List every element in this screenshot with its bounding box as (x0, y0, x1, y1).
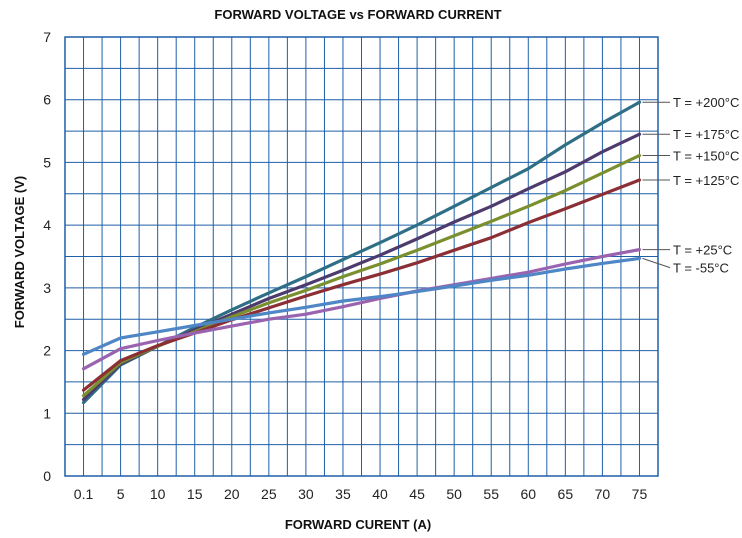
x-tick-label: 65 (558, 486, 574, 502)
y-tick-label: 5 (43, 154, 51, 170)
x-tick-label: 70 (595, 486, 611, 502)
x-tick-label: 10 (150, 486, 166, 502)
x-tick-label: 60 (520, 486, 536, 502)
chart-title: FORWARD VOLTAGE vs FORWARD CURRENT (214, 7, 501, 22)
series-label-3: T = +125°C (673, 173, 739, 188)
x-tick-label: 50 (446, 486, 462, 502)
series-line-3 (81, 178, 642, 392)
y-axis-ticks: 0 1 2 3 4 5 6 7 (43, 29, 51, 484)
y-axis-title: FORWARD VOLTAGE (V) (12, 176, 27, 328)
series-label-4: T = +25°C (673, 243, 732, 258)
x-tick-label: 5 (117, 486, 125, 502)
series-line-4 (81, 248, 642, 371)
series-label-0: T = +200°C (673, 95, 739, 110)
y-tick-label: 0 (43, 468, 51, 484)
series-labels: T = +200°C T = +175°C T = +150°C T = +125°C… (642, 95, 739, 276)
plot-frame (64, 36, 659, 477)
series-label-2: T = +150°C (673, 149, 739, 164)
series-lines (81, 100, 642, 405)
x-tick-label: 75 (632, 486, 648, 502)
series-label-5: T = -55°C (673, 261, 729, 276)
x-tick-label: 20 (224, 486, 240, 502)
series-label-1: T = +175°C (673, 127, 739, 142)
y-tick-label: 1 (43, 405, 51, 421)
x-tick-label: 35 (335, 486, 351, 502)
y-tick-label: 2 (43, 343, 51, 359)
x-axis-title: FORWARD CURENT (A) (285, 517, 431, 532)
x-axis-ticks: 0.1 5 10 15 20 25 30 35 40 45 50 55 60 65 70 75 (74, 486, 648, 502)
x-tick-label: 30 (298, 486, 314, 502)
x-tick-label: 55 (483, 486, 499, 502)
y-tick-label: 4 (43, 217, 51, 233)
x-tick-label: 25 (261, 486, 277, 502)
y-tick-label: 3 (43, 280, 51, 296)
series-label-leader (642, 257, 671, 269)
x-tick-label: 0.1 (74, 486, 94, 502)
y-tick-label: 6 (43, 92, 51, 108)
grid-lines (65, 37, 658, 476)
x-tick-label: 40 (372, 486, 388, 502)
x-tick-label: 15 (187, 486, 203, 502)
y-tick-label: 7 (43, 29, 51, 45)
x-tick-label: 45 (409, 486, 425, 502)
series-line-5 (81, 256, 642, 356)
